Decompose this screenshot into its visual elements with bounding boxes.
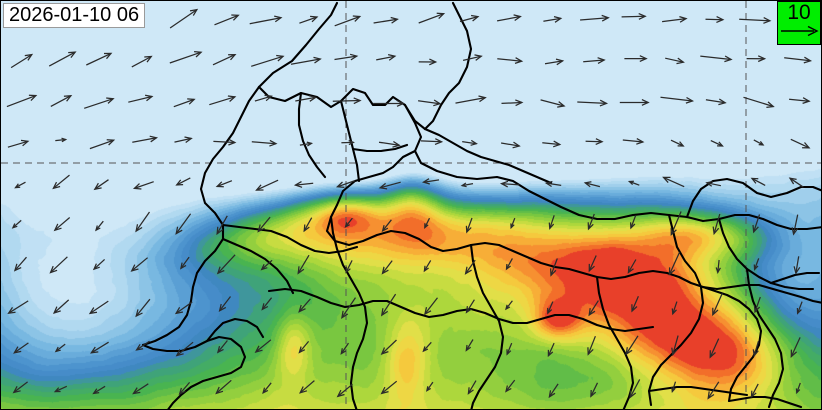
wind-vector-arrows — [6, 8, 813, 400]
legend-value-text: 10 — [787, 1, 811, 24]
political-borders — [141, 1, 821, 409]
timestamp-label: 2026-01-10 06 — [3, 3, 146, 28]
wind-scale-legend: 10 — [777, 1, 821, 45]
right-arrow-icon — [781, 25, 819, 37]
timestamp-text: 2026-01-10 06 — [9, 4, 140, 26]
